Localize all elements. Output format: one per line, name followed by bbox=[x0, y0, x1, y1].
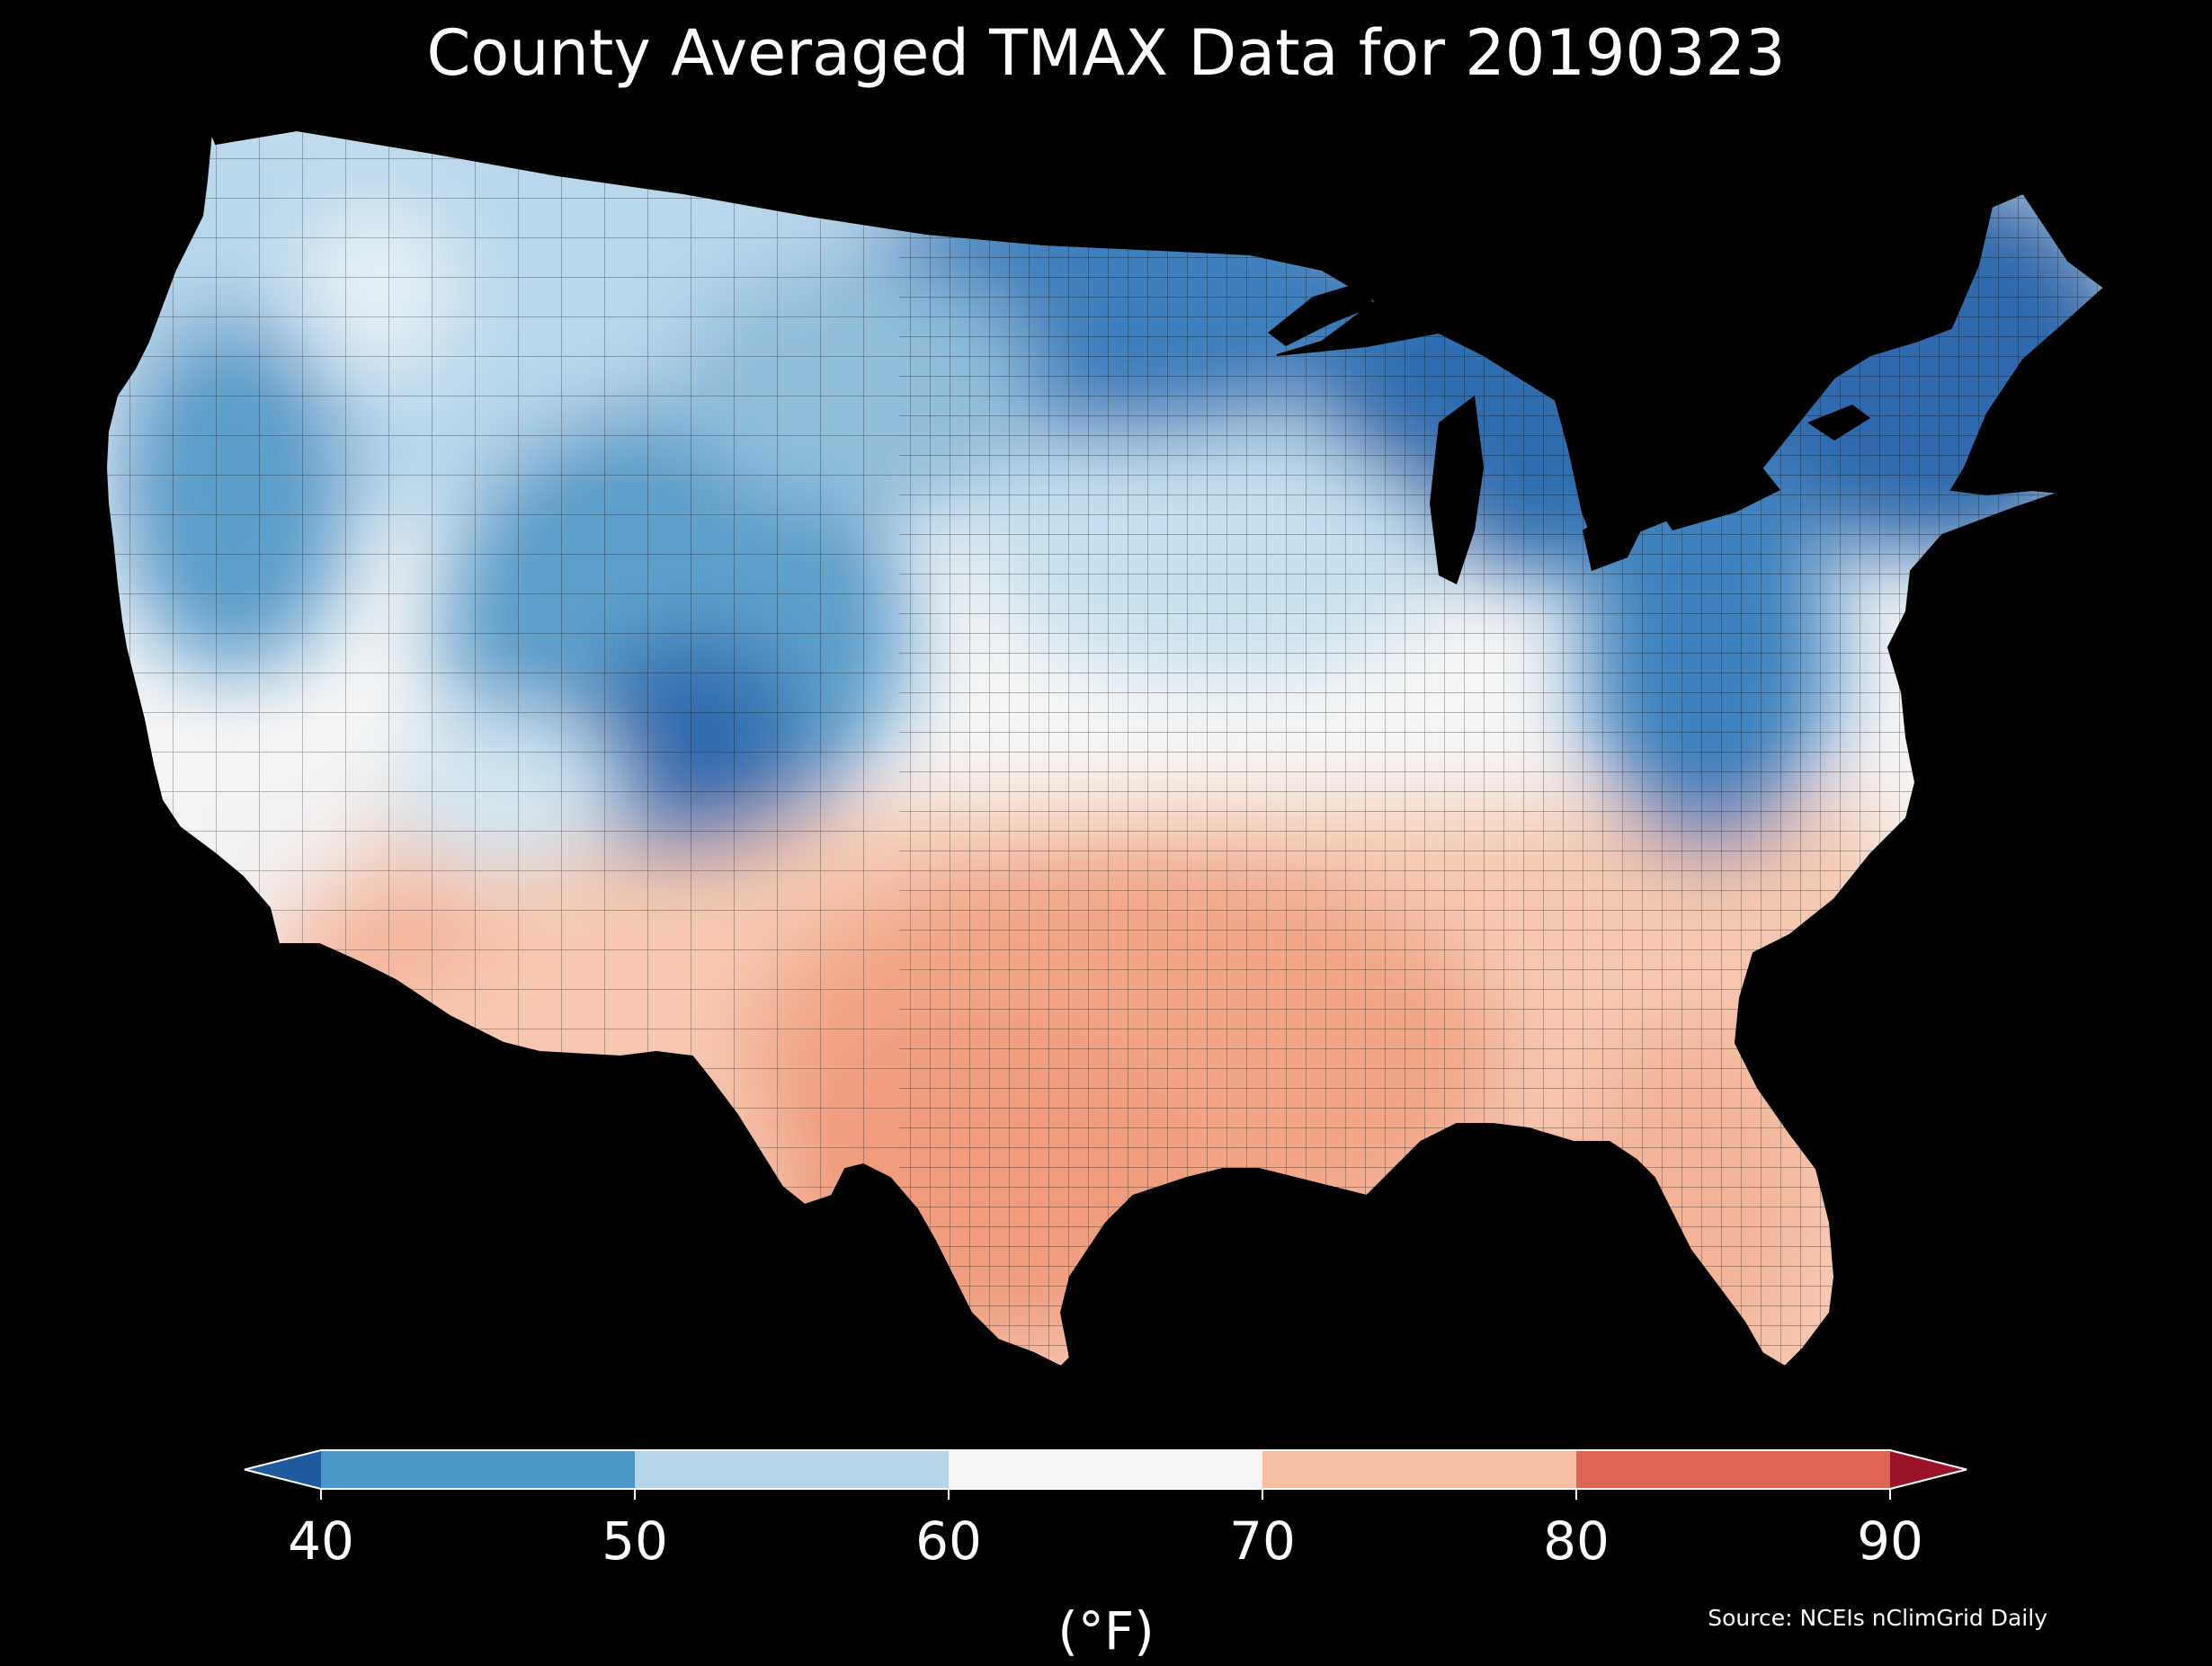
great-lakes bbox=[1268, 283, 1870, 584]
colorbar-unit-label: (°F) bbox=[1057, 1600, 1155, 1662]
colorbar-tick-80: 80 bbox=[1543, 1510, 1610, 1572]
colorbar-tick-60: 60 bbox=[915, 1510, 982, 1572]
colorbar-tick-90: 90 bbox=[1857, 1510, 1923, 1572]
colorbar-tick-70: 70 bbox=[1229, 1510, 1296, 1572]
colorbar-bin-60-70 bbox=[949, 1450, 1262, 1489]
colorbar-tick-40: 40 bbox=[288, 1510, 354, 1572]
colorbar-bin-80-90 bbox=[1576, 1450, 1890, 1489]
colorbar-tick-50: 50 bbox=[602, 1510, 668, 1572]
colorbar-bin-40-50 bbox=[321, 1450, 635, 1489]
colorbar-extend-high bbox=[1890, 1450, 1967, 1489]
colorbar-extend-low bbox=[245, 1450, 321, 1489]
colorbar-bin-50-60 bbox=[635, 1450, 949, 1489]
colorbar-bin-70-80 bbox=[1262, 1450, 1576, 1489]
map-title: County Averaged TMAX Data for 20190323 bbox=[426, 16, 1786, 90]
source-credit: Source: NCEIs nClimGrid Daily bbox=[1708, 1605, 2047, 1631]
